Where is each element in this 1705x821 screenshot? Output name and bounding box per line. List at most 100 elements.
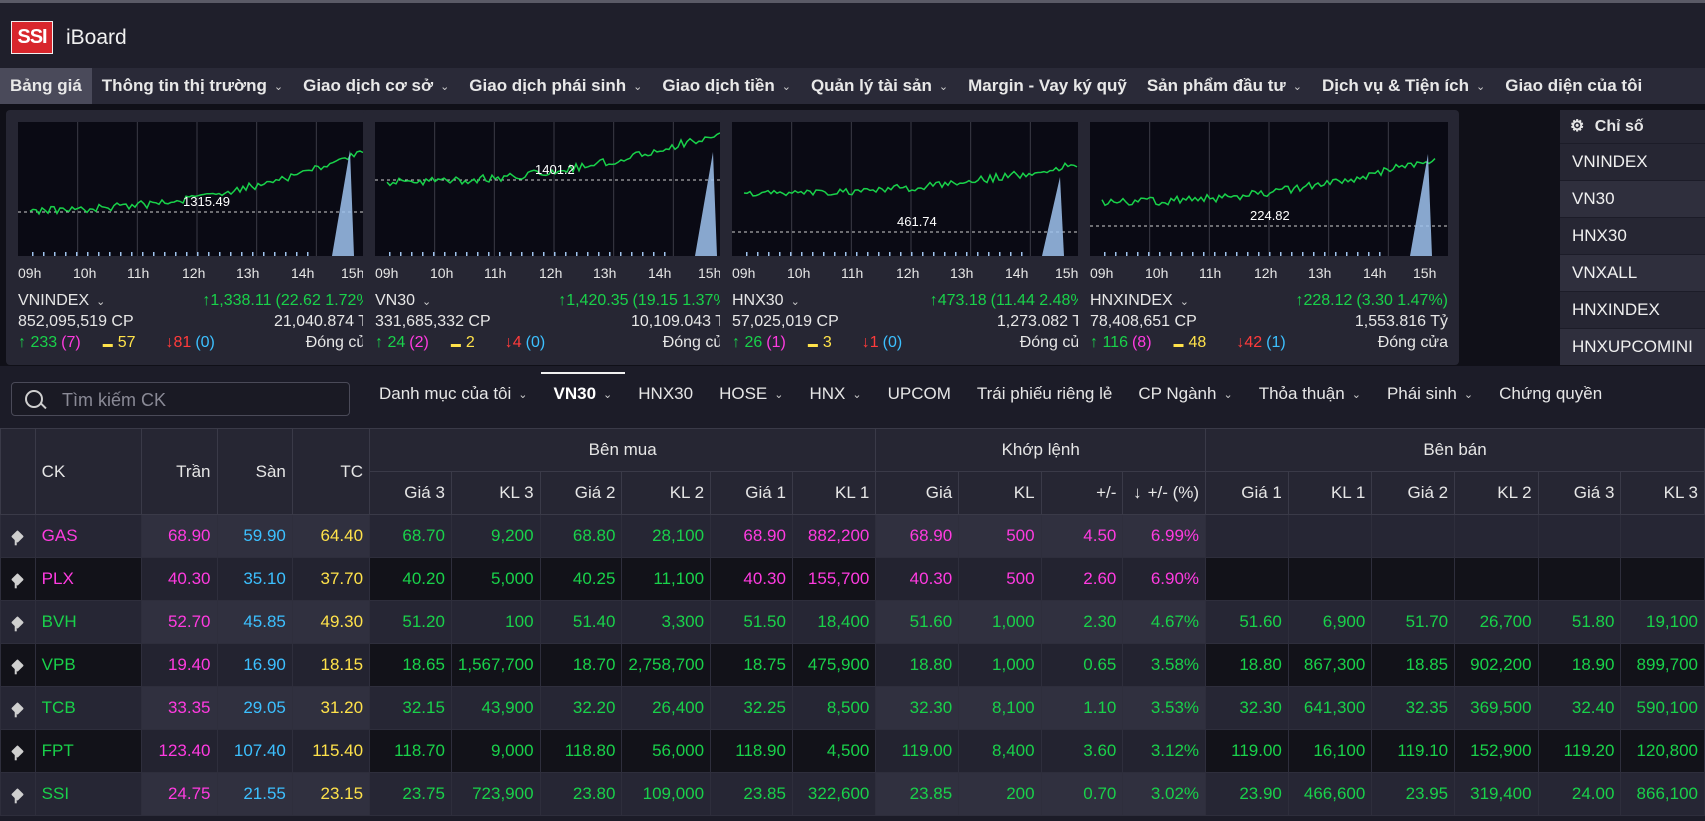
- sell-cell[interactable]: [1620, 557, 1705, 601]
- buy-cell[interactable]: 4,500: [791, 729, 877, 773]
- menu-item-dich-vu-tien-ich[interactable]: Dịch vụ & Tiện ích ⌄: [1312, 68, 1495, 104]
- tab-hnx30[interactable]: HNX30: [625, 366, 706, 422]
- sell-cell[interactable]: 866,100: [1620, 772, 1705, 816]
- pin-icon[interactable]: [11, 530, 25, 543]
- buy-cell[interactable]: 882,200: [791, 514, 877, 558]
- col-sell-gia-3[interactable]: Giá 3: [1537, 471, 1622, 515]
- symbol-cell[interactable]: PLX: [34, 557, 143, 601]
- index-list-item-vn30[interactable]: VN30: [1560, 180, 1705, 217]
- buy-cell[interactable]: 18.75: [710, 643, 793, 687]
- pin-cell[interactable]: [0, 514, 36, 558]
- menu-item-giao-dich-phai-sinh[interactable]: Giao dịch phái sinh ⌄: [459, 68, 652, 104]
- buy-cell[interactable]: 5,000: [450, 557, 541, 601]
- buy-cell[interactable]: 1,567,700: [450, 643, 541, 687]
- pin-cell[interactable]: [0, 729, 36, 773]
- pin-icon[interactable]: [11, 788, 25, 801]
- sell-cell[interactable]: 23.95: [1371, 772, 1456, 816]
- buy-cell[interactable]: 40.30: [710, 557, 793, 601]
- sell-cell[interactable]: 6,900: [1287, 600, 1373, 644]
- sell-cell[interactable]: 119.20: [1537, 729, 1622, 773]
- tab-trai-phieu-rieng-le[interactable]: Trái phiếu riêng lẻ: [964, 366, 1125, 422]
- buy-cell[interactable]: 155,700: [791, 557, 877, 601]
- symbol-cell[interactable]: TCB: [34, 686, 143, 730]
- table-row[interactable]: TCB 33.35 29.05 31.20 32.15 43,900 32.20 26,400…: [0, 686, 1705, 730]
- col-sell-gia-2[interactable]: Giá 2: [1371, 471, 1456, 515]
- table-row[interactable]: FPT 123.40 107.40 115.40 118.70 9,000 118.80 56…: [0, 729, 1705, 773]
- table-row[interactable]: SSI 24.75 21.55 23.15 23.75 723,900 23.80 109,0…: [0, 772, 1705, 816]
- tab-cp-nganh[interactable]: CP Ngành ⌄: [1125, 366, 1245, 422]
- col-sell-kl-2[interactable]: KL 2: [1454, 471, 1539, 515]
- pin-cell[interactable]: [0, 600, 36, 644]
- tab-phai-sinh[interactable]: Phái sinh ⌄: [1374, 366, 1486, 422]
- col-sell-kl-1[interactable]: KL 1: [1287, 471, 1373, 515]
- index-card-vn30[interactable]: 1401.2 09h 10h 11h 12h 13h 14h 15h VN30 ⌄ ↑1,420.3…: [363, 110, 744, 365]
- buy-cell[interactable]: 118.90: [710, 729, 793, 773]
- tab-hnx[interactable]: HNX ⌄: [796, 366, 874, 422]
- buy-cell[interactable]: 23.85: [710, 772, 793, 816]
- buy-cell[interactable]: 118.80: [539, 729, 623, 773]
- sell-cell[interactable]: [1205, 514, 1289, 558]
- col-match-gia[interactable]: Giá: [875, 471, 960, 515]
- sell-cell[interactable]: [1620, 514, 1705, 558]
- buy-cell[interactable]: 23.80: [539, 772, 623, 816]
- menu-item-bang-gia[interactable]: Bảng giá: [0, 68, 92, 104]
- buy-cell[interactable]: 3,300: [621, 600, 712, 644]
- buy-cell[interactable]: 68.90: [710, 514, 793, 558]
- buy-cell[interactable]: 40.20: [369, 557, 452, 601]
- col-ref[interactable]: TC: [291, 428, 371, 515]
- sell-cell[interactable]: 51.80: [1537, 600, 1622, 644]
- tab-vn30[interactable]: VN30 ⌄: [540, 366, 626, 422]
- sell-cell[interactable]: [1371, 557, 1456, 601]
- sell-cell[interactable]: [1454, 557, 1539, 601]
- sell-cell[interactable]: 32.40: [1537, 686, 1622, 730]
- pin-icon[interactable]: [11, 659, 25, 672]
- menu-item-margin-vay-ky-quy[interactable]: Margin - Vay ký quỹ: [958, 68, 1137, 104]
- tab-upcom[interactable]: UPCOM: [875, 366, 964, 422]
- sell-cell[interactable]: 152,900: [1454, 729, 1539, 773]
- sell-cell[interactable]: 902,200: [1454, 643, 1539, 687]
- buy-cell[interactable]: 32.20: [539, 686, 623, 730]
- sell-cell[interactable]: 119.00: [1205, 729, 1289, 773]
- sell-cell[interactable]: 590,100: [1620, 686, 1705, 730]
- sort-arrow-icon[interactable]: ↓: [1133, 483, 1142, 502]
- buy-cell[interactable]: 9,200: [450, 514, 541, 558]
- col-ceil[interactable]: Trần: [141, 428, 218, 515]
- menu-item-quan-ly-tai-san[interactable]: Quản lý tài sản ⌄: [801, 68, 958, 104]
- col-match-kl[interactable]: KL: [958, 471, 1042, 515]
- sell-cell[interactable]: 26,700: [1454, 600, 1539, 644]
- sell-cell[interactable]: 466,600: [1287, 772, 1373, 816]
- index-name[interactable]: HNX30 ⌄: [732, 290, 800, 311]
- buy-cell[interactable]: 23.75: [369, 772, 452, 816]
- tab-thoa-thuan[interactable]: Thỏa thuận ⌄: [1246, 366, 1374, 422]
- col-buy-gia-3[interactable]: Giá 3: [369, 471, 452, 515]
- col-buy-kl-1[interactable]: KL 1: [791, 471, 877, 515]
- col-buy-kl-3[interactable]: KL 3: [450, 471, 541, 515]
- buy-cell[interactable]: 118.70: [369, 729, 452, 773]
- symbol-cell[interactable]: SSI: [34, 772, 143, 816]
- buy-cell[interactable]: 18.70: [539, 643, 623, 687]
- sell-cell[interactable]: 24.00: [1537, 772, 1622, 816]
- buy-cell[interactable]: 43,900: [450, 686, 541, 730]
- sell-cell[interactable]: 32.35: [1371, 686, 1456, 730]
- sell-cell[interactable]: [1454, 514, 1539, 558]
- menu-item-thong-tin-thi-truong[interactable]: Thông tin thị trường ⌄: [92, 68, 293, 104]
- buy-cell[interactable]: 40.25: [539, 557, 623, 601]
- buy-cell[interactable]: 51.20: [369, 600, 452, 644]
- sell-cell[interactable]: [1287, 557, 1373, 601]
- menu-item-giao-dien-cua-toi[interactable]: Giao diện của tôi: [1495, 68, 1652, 104]
- index-name[interactable]: HNXINDEX ⌄: [1090, 290, 1189, 311]
- sell-cell[interactable]: 18.85: [1371, 643, 1456, 687]
- sell-cell[interactable]: [1205, 557, 1289, 601]
- ssi-logo[interactable]: SSI: [11, 21, 53, 54]
- col-match-[interactable]: +/-: [1040, 471, 1124, 515]
- index-list-header[interactable]: ⚙ Chỉ số: [1560, 110, 1705, 143]
- pin-icon[interactable]: [11, 745, 25, 758]
- buy-cell[interactable]: 68.80: [539, 514, 623, 558]
- buy-cell[interactable]: 68.70: [369, 514, 452, 558]
- table-row[interactable]: GAS 68.90 59.90 64.40 68.70 9,200 68.80 28,100 6…: [0, 514, 1705, 558]
- buy-cell[interactable]: 51.40: [539, 600, 623, 644]
- index-list-item-hnxupcomini[interactable]: HNXUPCOMINI: [1560, 328, 1705, 365]
- buy-cell[interactable]: 8,500: [791, 686, 877, 730]
- sell-cell[interactable]: 51.60: [1205, 600, 1289, 644]
- sell-cell[interactable]: 899,700: [1620, 643, 1705, 687]
